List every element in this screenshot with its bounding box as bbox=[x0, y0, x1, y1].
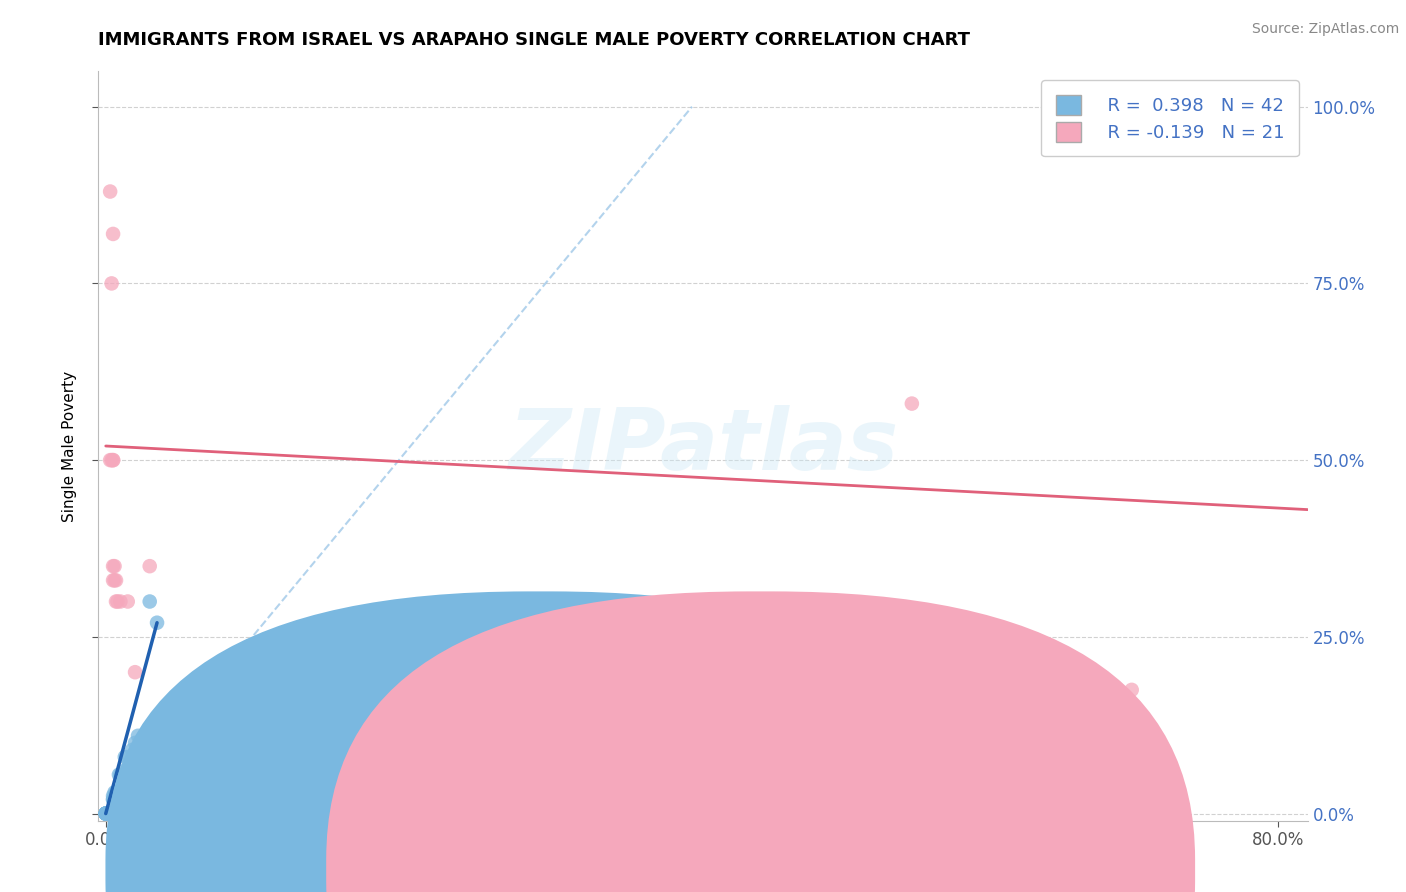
Point bbox=[97, 806, 120, 821]
Point bbox=[101, 559, 124, 574]
Point bbox=[94, 806, 117, 821]
Text: IMMIGRANTS FROM ISRAEL VS ARAPAHO SINGLE MALE POVERTY CORRELATION CHART: IMMIGRANTS FROM ISRAEL VS ARAPAHO SINGLE… bbox=[98, 31, 970, 49]
Point bbox=[101, 453, 124, 467]
Text: Arapaho: Arapaho bbox=[801, 861, 872, 879]
Point bbox=[98, 806, 121, 821]
Point bbox=[107, 785, 129, 799]
Point bbox=[101, 789, 124, 803]
Point bbox=[103, 574, 125, 588]
Point bbox=[100, 806, 122, 821]
Point bbox=[138, 594, 160, 608]
Point bbox=[96, 806, 118, 821]
Point bbox=[1047, 675, 1070, 690]
Point bbox=[146, 615, 169, 630]
Point bbox=[98, 806, 121, 821]
Point bbox=[138, 559, 160, 574]
Point bbox=[100, 806, 122, 821]
Point bbox=[114, 750, 136, 764]
Point bbox=[901, 396, 924, 410]
Point bbox=[94, 806, 117, 821]
Point bbox=[94, 806, 117, 821]
Point bbox=[110, 767, 132, 781]
Point bbox=[121, 743, 143, 757]
Point bbox=[101, 227, 124, 241]
Point bbox=[97, 806, 120, 821]
Point bbox=[98, 185, 121, 199]
Point bbox=[124, 736, 146, 750]
Point bbox=[105, 574, 128, 588]
Point bbox=[98, 806, 121, 821]
Point bbox=[98, 806, 121, 821]
Point bbox=[94, 806, 117, 821]
Text: Immigrants from Israel: Immigrants from Israel bbox=[523, 861, 714, 879]
Point bbox=[94, 806, 117, 821]
Point bbox=[94, 806, 117, 821]
Point bbox=[94, 806, 117, 821]
Point bbox=[107, 789, 129, 803]
Point bbox=[107, 594, 129, 608]
Point bbox=[97, 806, 120, 821]
Point bbox=[110, 594, 132, 608]
Text: Source: ZipAtlas.com: Source: ZipAtlas.com bbox=[1251, 22, 1399, 37]
Point bbox=[101, 453, 124, 467]
Point bbox=[112, 764, 135, 779]
Point bbox=[100, 453, 122, 467]
Point bbox=[131, 806, 153, 821]
Point bbox=[101, 574, 124, 588]
Point bbox=[117, 594, 139, 608]
Point bbox=[103, 789, 125, 803]
Point bbox=[94, 806, 117, 821]
Text: ZIPatlas: ZIPatlas bbox=[508, 404, 898, 488]
Point bbox=[108, 767, 131, 781]
Point bbox=[105, 785, 128, 799]
Point bbox=[117, 750, 139, 764]
Point bbox=[100, 277, 122, 291]
Point bbox=[124, 665, 146, 680]
Point bbox=[96, 806, 118, 821]
Point bbox=[103, 559, 125, 574]
Legend:   R =  0.398   N = 42,   R = -0.139   N = 21: R = 0.398 N = 42, R = -0.139 N = 21 bbox=[1042, 80, 1299, 156]
Point bbox=[97, 806, 120, 821]
Y-axis label: Single Male Poverty: Single Male Poverty bbox=[62, 370, 77, 522]
Point bbox=[105, 594, 128, 608]
Point bbox=[96, 806, 118, 821]
Point bbox=[101, 792, 124, 806]
Point bbox=[101, 792, 124, 806]
Point bbox=[100, 806, 122, 821]
Point bbox=[1121, 682, 1143, 697]
Point bbox=[103, 785, 125, 799]
Point bbox=[98, 453, 121, 467]
Point bbox=[127, 729, 149, 743]
Point bbox=[96, 806, 118, 821]
